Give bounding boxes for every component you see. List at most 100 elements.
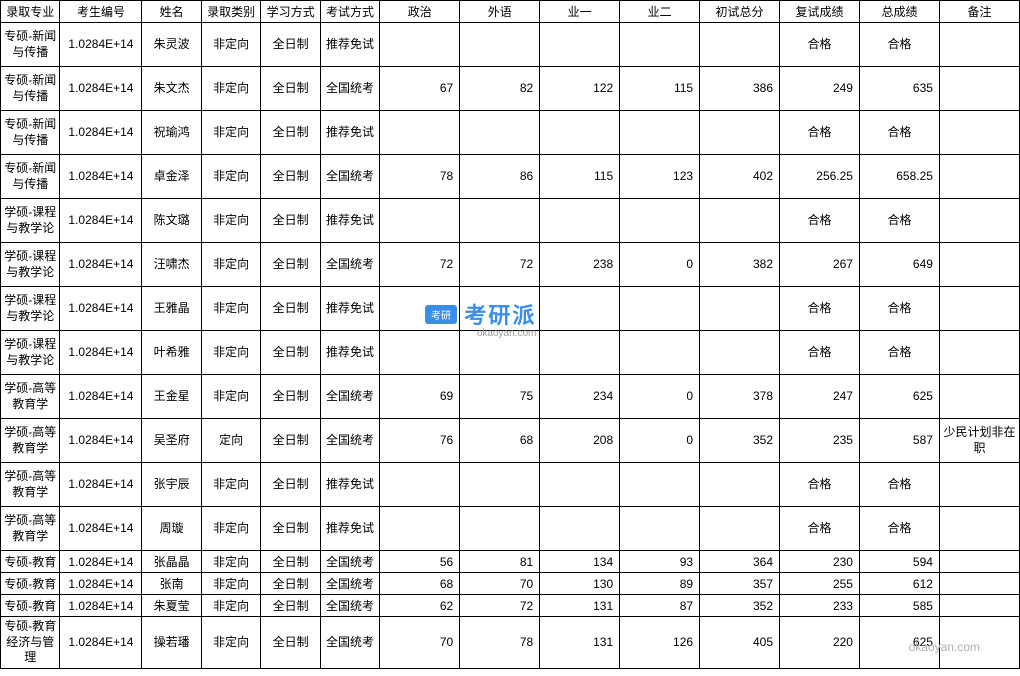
cell-sub2 bbox=[620, 199, 700, 243]
cell-exam: 全国统考 bbox=[320, 419, 379, 463]
table-row: 学硕-高等教育学1.0284E+14周璇非定向全日制推荐免试合格合格 bbox=[1, 507, 1020, 551]
cell-exam: 推荐免试 bbox=[320, 23, 379, 67]
table-body: 专硕-新闻与传播1.0284E+14朱灵波非定向全日制推荐免试合格合格专硕-新闻… bbox=[1, 23, 1020, 669]
cell-id: 1.0284E+14 bbox=[60, 595, 142, 617]
cell-foreign: 75 bbox=[460, 375, 540, 419]
cell-study: 全日制 bbox=[261, 375, 320, 419]
col-header-major: 录取专业 bbox=[1, 1, 60, 23]
cell-major: 学硕-课程与教学论 bbox=[1, 331, 60, 375]
cell-exam: 全国统考 bbox=[320, 617, 379, 669]
cell-id: 1.0284E+14 bbox=[60, 463, 142, 507]
table-row: 专硕-新闻与传播1.0284E+14祝瑜鸿非定向全日制推荐免试合格合格 bbox=[1, 111, 1020, 155]
col-header-exam: 考试方式 bbox=[320, 1, 379, 23]
cell-sub1: 122 bbox=[540, 67, 620, 111]
cell-politics: 62 bbox=[380, 595, 460, 617]
cell-major: 专硕-新闻与传播 bbox=[1, 155, 60, 199]
cell-total: 合格 bbox=[859, 507, 939, 551]
cell-total: 合格 bbox=[859, 111, 939, 155]
cell-sub2: 87 bbox=[620, 595, 700, 617]
cell-initial bbox=[700, 331, 780, 375]
cell-sub1 bbox=[540, 463, 620, 507]
cell-total: 587 bbox=[859, 419, 939, 463]
cell-initial: 402 bbox=[700, 155, 780, 199]
cell-id: 1.0284E+14 bbox=[60, 111, 142, 155]
table-row: 专硕-教育1.0284E+14张南非定向全日制全国统考6870130893572… bbox=[1, 573, 1020, 595]
cell-type: 非定向 bbox=[201, 617, 260, 669]
cell-foreign: 81 bbox=[460, 551, 540, 573]
cell-name: 王雅晶 bbox=[142, 287, 201, 331]
cell-sub2: 89 bbox=[620, 573, 700, 595]
cell-study: 全日制 bbox=[261, 331, 320, 375]
cell-total: 649 bbox=[859, 243, 939, 287]
cell-sub2: 115 bbox=[620, 67, 700, 111]
cell-name: 朱灵波 bbox=[142, 23, 201, 67]
cell-remark: 少民计划非在职 bbox=[939, 419, 1019, 463]
cell-name: 祝瑜鸿 bbox=[142, 111, 201, 155]
cell-retest: 235 bbox=[780, 419, 860, 463]
cell-initial: 364 bbox=[700, 551, 780, 573]
cell-study: 全日制 bbox=[261, 507, 320, 551]
cell-id: 1.0284E+14 bbox=[60, 199, 142, 243]
cell-politics: 69 bbox=[380, 375, 460, 419]
cell-initial bbox=[700, 199, 780, 243]
col-header-type: 录取类别 bbox=[201, 1, 260, 23]
cell-study: 全日制 bbox=[261, 23, 320, 67]
cell-remark bbox=[939, 463, 1019, 507]
cell-retest: 230 bbox=[780, 551, 860, 573]
cell-sub1: 238 bbox=[540, 243, 620, 287]
cell-initial: 357 bbox=[700, 573, 780, 595]
cell-politics bbox=[380, 23, 460, 67]
cell-foreign bbox=[460, 463, 540, 507]
cell-id: 1.0284E+14 bbox=[60, 573, 142, 595]
cell-type: 非定向 bbox=[201, 199, 260, 243]
cell-remark bbox=[939, 67, 1019, 111]
cell-total: 612 bbox=[859, 573, 939, 595]
cell-name: 卓金泽 bbox=[142, 155, 201, 199]
cell-study: 全日制 bbox=[261, 573, 320, 595]
cell-sub1: 131 bbox=[540, 595, 620, 617]
cell-sub2: 0 bbox=[620, 243, 700, 287]
cell-major: 专硕-教育 bbox=[1, 551, 60, 573]
cell-total: 658.25 bbox=[859, 155, 939, 199]
cell-id: 1.0284E+14 bbox=[60, 331, 142, 375]
cell-major: 学硕-课程与教学论 bbox=[1, 199, 60, 243]
cell-id: 1.0284E+14 bbox=[60, 287, 142, 331]
cell-exam: 全国统考 bbox=[320, 155, 379, 199]
cell-total: 合格 bbox=[859, 23, 939, 67]
cell-sub2: 0 bbox=[620, 375, 700, 419]
cell-major: 学硕-高等教育学 bbox=[1, 507, 60, 551]
cell-type: 非定向 bbox=[201, 155, 260, 199]
cell-sub2 bbox=[620, 463, 700, 507]
cell-foreign bbox=[460, 287, 540, 331]
table-row: 学硕-课程与教学论1.0284E+14叶希雅非定向全日制推荐免试合格合格 bbox=[1, 331, 1020, 375]
table-row: 学硕-课程与教学论1.0284E+14陈文璐非定向全日制推荐免试合格合格 bbox=[1, 199, 1020, 243]
cell-major: 学硕-高等教育学 bbox=[1, 463, 60, 507]
cell-initial bbox=[700, 287, 780, 331]
cell-exam: 推荐免试 bbox=[320, 199, 379, 243]
cell-type: 非定向 bbox=[201, 573, 260, 595]
cell-study: 全日制 bbox=[261, 111, 320, 155]
cell-major: 学硕-高等教育学 bbox=[1, 375, 60, 419]
cell-exam: 全国统考 bbox=[320, 243, 379, 287]
cell-id: 1.0284E+14 bbox=[60, 243, 142, 287]
col-header-sub2: 业二 bbox=[620, 1, 700, 23]
cell-remark bbox=[939, 375, 1019, 419]
cell-remark bbox=[939, 111, 1019, 155]
cell-politics bbox=[380, 331, 460, 375]
cell-remark bbox=[939, 331, 1019, 375]
col-header-id: 考生编号 bbox=[60, 1, 142, 23]
cell-politics: 76 bbox=[380, 419, 460, 463]
cell-initial: 405 bbox=[700, 617, 780, 669]
cell-study: 全日制 bbox=[261, 617, 320, 669]
col-header-study: 学习方式 bbox=[261, 1, 320, 23]
cell-name: 朱夏莹 bbox=[142, 595, 201, 617]
cell-id: 1.0284E+14 bbox=[60, 551, 142, 573]
cell-total: 625 bbox=[859, 375, 939, 419]
cell-foreign: 72 bbox=[460, 595, 540, 617]
cell-politics bbox=[380, 111, 460, 155]
cell-sub1: 131 bbox=[540, 617, 620, 669]
admission-table: 录取专业考生编号姓名录取类别学习方式考试方式政治外语业一业二初试总分复试成绩总成… bbox=[0, 0, 1020, 669]
cell-initial bbox=[700, 111, 780, 155]
cell-type: 非定向 bbox=[201, 375, 260, 419]
cell-initial: 378 bbox=[700, 375, 780, 419]
